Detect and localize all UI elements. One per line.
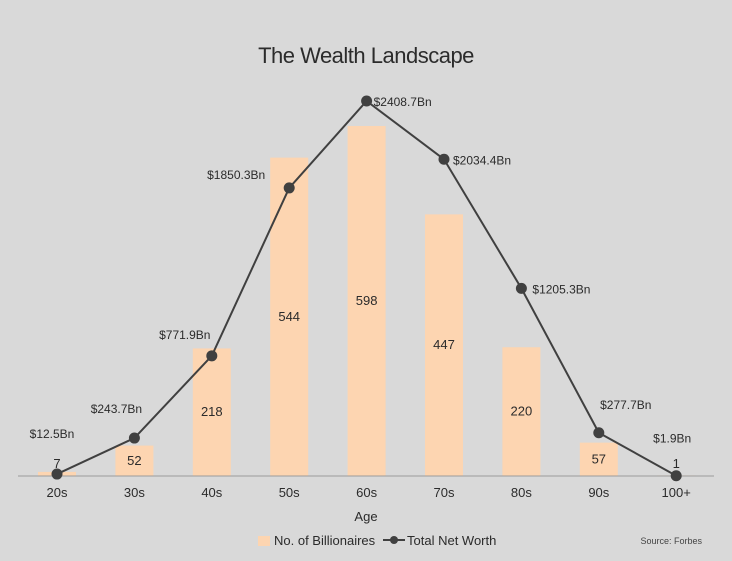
bar-90s bbox=[579, 442, 618, 476]
legend-line-label: Total Net Worth bbox=[407, 533, 496, 548]
bar-label-90s: 57 bbox=[592, 451, 606, 466]
x-tick-90s: 90s bbox=[588, 485, 609, 500]
x-axis-label: Age bbox=[354, 509, 377, 524]
bar-label-40s: 218 bbox=[201, 404, 223, 419]
bar-70s bbox=[425, 214, 463, 476]
bar-label-70s: 447 bbox=[433, 337, 455, 352]
line-layer bbox=[51, 95, 682, 482]
net-worth-point-90s bbox=[593, 427, 605, 439]
net-worth-label-60s: $2408.7Bn bbox=[374, 95, 432, 109]
bar-30s bbox=[115, 445, 154, 476]
net-worth-point-50s bbox=[283, 182, 295, 194]
legend-line-marker bbox=[390, 536, 398, 544]
net-worth-point-20s bbox=[51, 468, 63, 480]
net-worth-point-40s bbox=[206, 350, 218, 362]
net-worth-label-100+: $1.9Bn bbox=[653, 432, 691, 446]
legend-bar-label: No. of Billionaires bbox=[274, 533, 376, 548]
net-worth-label-50s: $1850.3Bn bbox=[207, 168, 265, 182]
point-labels-layer: $12.5Bn $243.7Bn $771.9Bn $1850.3Bn $2408.7B… bbox=[30, 95, 692, 446]
bar-label-80s: 220 bbox=[511, 404, 533, 419]
x-tick-60s: 60s bbox=[356, 485, 377, 500]
x-tick-labels: 20s 30s 40s 50s 60s 70s 80s 90s 100+ bbox=[47, 485, 691, 500]
bar-50s bbox=[270, 157, 309, 476]
net-worth-label-40s: $771.9Bn bbox=[159, 328, 210, 342]
net-worth-label-90s: $277.7Bn bbox=[600, 398, 651, 412]
x-tick-80s: 80s bbox=[511, 485, 532, 500]
net-worth-point-60s bbox=[361, 95, 373, 107]
net-worth-point-80s bbox=[515, 282, 527, 294]
net-worth-point-30s bbox=[128, 432, 140, 444]
bar-label-100+: 1 bbox=[673, 456, 680, 471]
legend: No. of Billionaires Total Net Worth bbox=[258, 533, 496, 548]
source-note: Source: Forbes bbox=[640, 536, 702, 546]
x-tick-70s: 70s bbox=[434, 485, 455, 500]
bar-label-20s: 7 bbox=[53, 456, 60, 471]
net-worth-point-70s bbox=[438, 153, 450, 165]
x-tick-100+: 100+ bbox=[662, 485, 691, 500]
bar-label-30s: 52 bbox=[127, 453, 141, 468]
x-tick-30s: 30s bbox=[124, 485, 145, 500]
chart-title: The Wealth Landscape bbox=[258, 43, 474, 68]
legend-bar-swatch bbox=[258, 536, 270, 546]
bar-80s bbox=[502, 347, 541, 476]
net-worth-point-100+ bbox=[670, 470, 682, 482]
net-worth-label-80s: $1205.3Bn bbox=[532, 282, 590, 296]
net-worth-label-20s: $12.5Bn bbox=[30, 427, 75, 441]
bars-layer bbox=[38, 126, 696, 476]
bar-label-60s: 598 bbox=[356, 293, 378, 308]
bar-labels-layer: 7 52 218 544 598 447 220 57 1 bbox=[53, 293, 679, 471]
x-tick-20s: 20s bbox=[47, 485, 68, 500]
net-worth-label-70s: $2034.4Bn bbox=[453, 153, 511, 167]
x-tick-40s: 40s bbox=[201, 485, 222, 500]
bar-label-50s: 544 bbox=[278, 309, 300, 324]
bar-60s bbox=[347, 126, 386, 476]
net-worth-label-30s: $243.7Bn bbox=[91, 402, 142, 416]
x-tick-50s: 50s bbox=[279, 485, 300, 500]
